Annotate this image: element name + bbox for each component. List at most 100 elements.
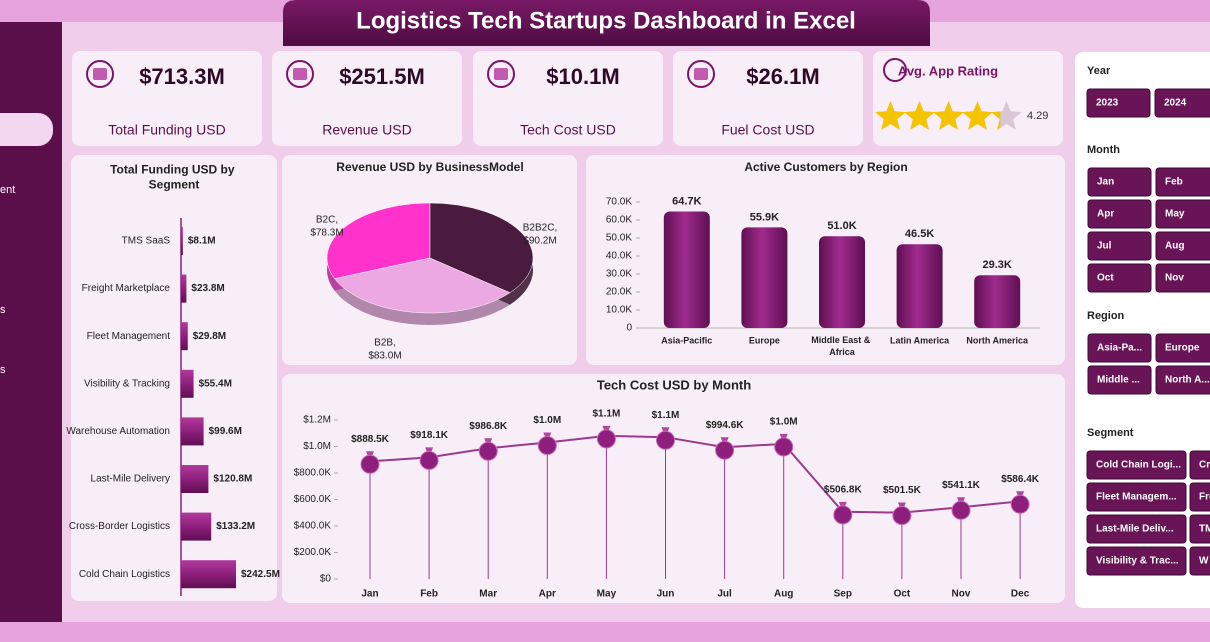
star-empty: [991, 101, 1022, 130]
slicer-item[interactable]: Fre: [1199, 492, 1210, 503]
slicer-button[interactable]: [1086, 88, 1151, 118]
bar: [181, 369, 194, 398]
kpi-icon: [883, 58, 907, 82]
data-label: $986.8K: [469, 421, 508, 432]
data-label: $133.2M: [216, 521, 255, 532]
x-tick-label: Jul: [717, 589, 732, 600]
slicer-button[interactable]: [1086, 482, 1187, 512]
y-tick-label: $1.2M: [303, 415, 331, 426]
data-label: $918.1K: [410, 430, 449, 441]
slicer-button[interactable]: [1155, 199, 1210, 229]
data-label: $541.1K: [942, 480, 981, 491]
slicer-button[interactable]: [1155, 231, 1210, 261]
slicer-item[interactable]: North A...: [1165, 375, 1210, 386]
bar: [663, 211, 710, 328]
slicer-item[interactable]: TM: [1199, 524, 1210, 535]
slicer-button[interactable]: [1155, 263, 1210, 293]
slicer-button[interactable]: [1189, 514, 1210, 544]
slicer-button[interactable]: [1086, 450, 1187, 480]
y-tick-label: 40.0K: [606, 251, 632, 262]
y-tick-label: Cross-Border Logistics: [69, 521, 170, 532]
data-label: $506.8K: [824, 484, 863, 495]
data-label: 64.7K: [672, 195, 701, 207]
slicer-button[interactable]: [1087, 333, 1152, 363]
slicer-item[interactable]: Nov: [1165, 273, 1184, 284]
slicer-item[interactable]: Feb: [1165, 177, 1183, 188]
kpi-label: Tech Cost USD: [520, 122, 616, 138]
bar: [181, 512, 212, 541]
slicer-button[interactable]: [1086, 514, 1187, 544]
data-label-name: B2B2C,: [523, 223, 557, 234]
marker: [892, 506, 912, 526]
slicer-item[interactable]: Europe: [1165, 343, 1200, 354]
x-tick-label: North America: [966, 335, 1029, 345]
pie-slice: [334, 257, 511, 314]
slicer-item[interactable]: Jan: [1097, 177, 1114, 188]
slicer-item[interactable]: 2023: [1096, 98, 1119, 109]
slicer-item[interactable]: Aug: [1165, 241, 1184, 252]
data-label: $23.8M: [191, 283, 224, 294]
icon-circle: [286, 60, 314, 88]
bar: [974, 275, 1021, 328]
data-label: $8.1M: [188, 236, 216, 247]
slicer-button[interactable]: [1189, 546, 1210, 576]
bar: [181, 274, 187, 303]
marker: [478, 441, 498, 461]
header-title: Logistics Tech Startups Dashboard in Exc…: [356, 7, 856, 34]
kpi-value: $10.1M: [546, 64, 619, 89]
slicer-item[interactable]: Asia-Pa...: [1097, 343, 1142, 354]
x-tick-label: Europe: [749, 335, 780, 345]
slicer-button[interactable]: [1189, 482, 1210, 512]
slicer-button[interactable]: [1087, 365, 1152, 395]
slicer-button[interactable]: [1087, 199, 1152, 229]
slicer-item[interactable]: Cold Chain Logi...: [1096, 460, 1181, 471]
slicer-button[interactable]: [1189, 450, 1210, 480]
chart-title: Total Funding USD by Segment: [110, 163, 238, 192]
data-label: $501.5K: [883, 485, 922, 496]
y-tick-label: $1.0M: [303, 441, 331, 452]
slicer-item[interactable]: May: [1165, 209, 1185, 220]
y-tick-label: $200.0K: [294, 547, 332, 558]
line: [369, 434, 1021, 514]
marker: [537, 436, 557, 456]
slicer-item[interactable]: Last-Mile Deliv...: [1096, 524, 1174, 535]
marker: [1010, 494, 1030, 514]
slicer-button[interactable]: [1155, 333, 1210, 363]
sidebar-item[interactable]: ent: [0, 184, 15, 196]
sidebar-item[interactable]: s: [0, 364, 6, 376]
slicer-button[interactable]: [1087, 263, 1152, 293]
kpi-icon: [687, 60, 715, 88]
slicer-item[interactable]: Cr: [1199, 460, 1210, 471]
kpi-card: [272, 51, 462, 146]
slicer-button[interactable]: [1155, 167, 1210, 197]
icon-shape: [694, 68, 708, 80]
sidebar-item[interactable]: s: [0, 304, 6, 316]
x-tick-label: Oct: [894, 589, 911, 600]
kpi-value: $251.5M: [339, 64, 425, 89]
data-label: $994.6K: [706, 420, 745, 431]
slicer-item[interactable]: Apr: [1097, 209, 1114, 220]
kpi-card: [473, 51, 663, 146]
slicer-button[interactable]: [1154, 88, 1210, 118]
slicer-item[interactable]: Middle ...: [1097, 375, 1140, 386]
y-tick-label: $600.0K: [294, 494, 332, 505]
slicer-button[interactable]: [1087, 231, 1152, 261]
slicer-item[interactable]: W: [1199, 556, 1209, 567]
slicer-item[interactable]: Fleet Managem...: [1096, 492, 1177, 503]
slicer-button[interactable]: [1155, 365, 1210, 395]
kpi-card: [673, 51, 863, 146]
marker: [360, 454, 380, 474]
sidebar-active-item[interactable]: [0, 113, 53, 146]
slicer-item[interactable]: Oct: [1097, 273, 1114, 284]
data-label: $83.0M: [368, 351, 401, 362]
slicer-item[interactable]: Visibility & Trac...: [1096, 556, 1179, 567]
x-tick-label: May: [597, 589, 617, 600]
slicer-item[interactable]: 2024: [1164, 98, 1187, 109]
slicer-item[interactable]: Jul: [1097, 241, 1112, 252]
slicer-button[interactable]: [1086, 546, 1187, 576]
y-tick-label: $400.0K: [294, 521, 332, 532]
y-tick-label: 20.0K: [606, 287, 632, 298]
slicer-button[interactable]: [1087, 167, 1152, 197]
